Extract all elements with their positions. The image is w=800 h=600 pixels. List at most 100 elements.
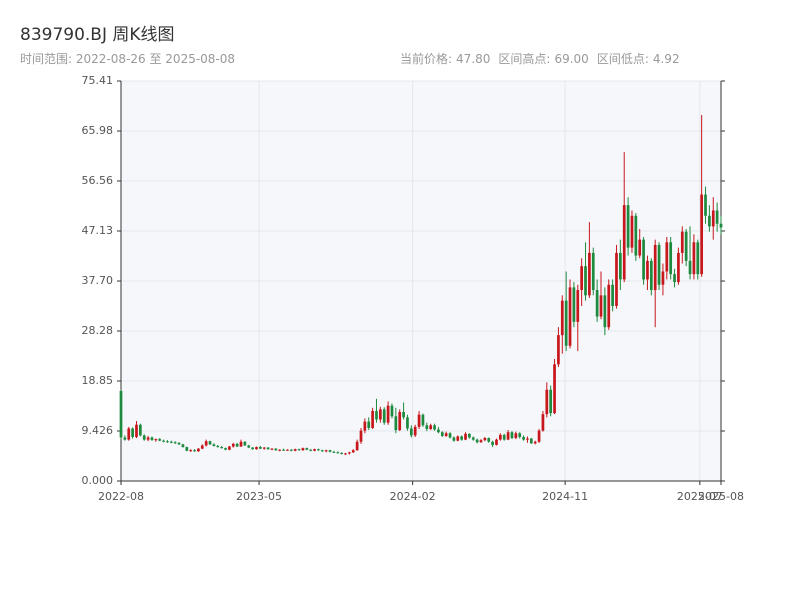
range-label: 时间范围: [20,52,72,66]
range-start: 2022-08-26 [76,52,146,66]
y-tick-label: 9.426 [82,424,114,437]
candle-body [274,448,278,451]
candle-body [471,437,475,440]
candle-body [367,421,371,428]
candle-body [630,215,634,248]
candle-body [224,448,227,450]
candle-body [185,447,189,451]
candle-body [409,428,413,436]
candle-body [324,450,328,452]
candle-body [495,439,498,445]
stats: 当前价格: 47.80 区间高点: 69.00 区间低点: 4.92 [400,51,680,66]
candle-body [386,405,390,423]
candle-body [499,434,502,440]
candle-body [154,439,158,441]
stat-label: 区间低点: [597,52,649,66]
candle-body [332,451,336,453]
candle-body [700,194,703,275]
y-tick-label: 28.28 [82,324,114,337]
x-tick-label: 2022-08 [98,490,144,503]
candle-body [448,433,452,438]
candle-body [142,435,146,440]
stat-label: 当前价格: [400,51,452,66]
candle-body [278,449,282,451]
candle-body [572,287,576,322]
candle-body [262,447,266,449]
candle-body [317,449,320,451]
candle-body [286,449,289,451]
candle-body [266,447,270,450]
candle-body [688,260,692,275]
candle-body [169,441,173,443]
candle-body [139,424,142,436]
x-tick-label: 2025-08 [698,490,744,503]
x-tick-label: 2023-05 [236,490,282,503]
candle-body [611,284,614,306]
candle-body [475,439,479,443]
candle-body [382,409,386,423]
candle-body [363,421,367,431]
candle-body [301,448,305,451]
candle-body [162,440,165,442]
candle-body [464,433,467,440]
candle-body [375,410,378,420]
candle-body [166,441,169,443]
candle-body [328,450,332,452]
candle-body [359,430,363,442]
candle-body [545,389,549,415]
candle-body [479,440,483,443]
candle-body [711,210,715,227]
x-tick-label: 2024-02 [390,490,436,503]
candle-body [669,242,673,275]
candle-body [220,447,223,449]
candle-body [526,438,529,440]
y-tick-label: 0.000 [82,474,114,487]
candle-body [502,434,506,440]
chart-title: 839790.BJ 周K线图 [20,25,175,45]
candle-body [607,284,611,328]
range-sep: 至 [149,52,161,66]
stat-value: 47.80 [456,52,490,66]
candle-body [177,442,181,445]
candle-body [452,437,456,441]
candle-body [619,252,622,280]
candle-body [541,414,545,431]
candle-body [591,252,595,291]
candle-body [340,452,343,454]
candle-body [653,244,657,291]
candle-body [390,405,394,417]
candle-body [692,242,696,275]
candle-body [212,444,216,446]
subtitle: 时间范围: 2022-08-26 至 2025-08-08 [20,52,235,66]
candle-body [371,410,374,428]
candle-body [231,443,235,447]
candle-body [529,438,533,444]
candle-body [379,409,382,420]
candle-body [131,428,134,437]
candle-body [483,438,487,441]
candle-body [297,449,301,451]
candle-body [421,414,425,426]
stat-label: 区间高点: [498,51,550,66]
candle-body [135,424,138,437]
candle-body [119,390,123,438]
candle-body [402,412,405,418]
candle-body [313,449,316,451]
candle-body [216,445,220,448]
candle-body [615,252,618,306]
candle-body [173,442,177,444]
candle-body [197,448,200,452]
range-end: 2025-08-08 [165,52,235,66]
candle-body [259,447,262,449]
candle-body [696,242,700,275]
candle-body [417,414,421,427]
candle-body [251,447,254,450]
candle-body [289,449,293,451]
candle-body [255,447,258,450]
candle-body [228,446,231,450]
candle-body [708,215,711,227]
candle-body [568,287,572,346]
candle-body [518,433,522,437]
